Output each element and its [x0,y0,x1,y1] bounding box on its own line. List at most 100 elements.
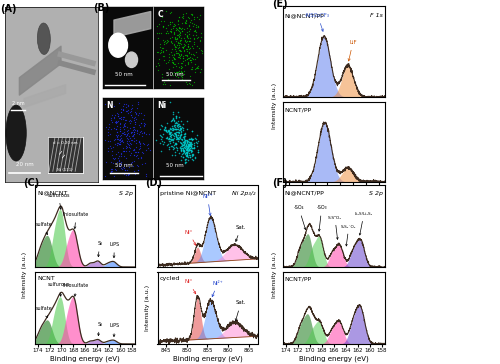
Point [170,135,178,141]
Point [189,45,197,51]
Point [169,111,177,116]
Point [160,54,168,59]
Point [185,80,193,86]
Point [174,50,182,56]
Point [170,70,177,75]
Point [184,62,192,67]
Point [176,127,184,132]
Point [104,132,112,138]
Point [126,109,134,115]
Point [159,48,167,54]
Point [175,25,183,31]
Point [181,57,189,63]
Point [144,145,152,151]
Point [178,148,186,154]
Point [122,145,130,151]
Point [186,142,194,148]
Point [187,52,195,58]
Point [182,56,190,62]
Point [175,28,183,34]
Point [190,36,198,42]
Point [142,121,150,127]
Point [170,42,178,48]
Point [164,38,172,44]
Point [172,132,180,138]
Point [185,136,193,142]
Point [188,67,196,72]
Point [183,47,191,52]
Point [106,143,114,149]
Point [130,138,138,144]
Point [186,147,194,153]
Text: Ni@NCNT/PP: Ni@NCNT/PP [284,191,325,195]
Point [177,140,185,146]
Point [178,139,186,145]
Point [117,138,125,144]
Point [105,122,113,127]
Point [172,27,179,33]
Point [122,128,130,134]
Point [158,123,166,129]
Point [178,74,186,80]
Point [168,143,176,149]
Point [178,28,186,33]
Point [101,174,109,179]
Point [182,153,190,159]
Point [119,107,127,113]
Point [183,29,191,35]
Point [169,136,177,142]
Point [122,117,130,123]
Point [177,70,185,75]
Point [188,149,196,155]
Text: Ni: Ni [158,101,166,110]
Point [178,136,186,142]
Point [197,67,205,72]
Point [136,129,144,135]
Point [187,143,195,149]
Point [184,139,192,145]
Point [180,71,188,77]
Point [177,132,185,138]
Point [101,101,109,107]
Point [182,118,190,124]
Point [166,133,173,139]
Point [172,69,180,75]
Point [166,57,173,63]
Point [128,106,136,111]
Point [186,145,194,151]
Point [178,69,186,75]
Point [116,141,124,147]
Point [172,133,180,139]
Text: pristine Ni@NCNT: pristine Ni@NCNT [160,191,216,195]
Point [162,30,170,36]
Point [168,118,176,123]
Point [114,149,122,155]
Point [176,31,184,36]
Point [176,134,184,140]
Point [193,141,201,146]
Point [190,28,198,33]
Point [130,171,138,177]
Point [184,141,192,147]
Point [192,136,200,142]
Point [192,23,200,28]
Point [176,48,184,54]
Point [176,63,184,69]
Point [130,129,138,135]
Point [114,111,122,117]
Point [170,126,177,132]
Ellipse shape [6,105,26,161]
Point [134,163,142,169]
Point [168,59,176,65]
Point [162,127,170,133]
Point [169,109,177,115]
Point [154,50,162,55]
Point [184,43,192,49]
Point [184,144,192,150]
Point [188,83,196,88]
Point [156,44,164,50]
Point [182,149,190,155]
Point [183,152,191,158]
Point [172,25,179,31]
Point [174,121,182,127]
